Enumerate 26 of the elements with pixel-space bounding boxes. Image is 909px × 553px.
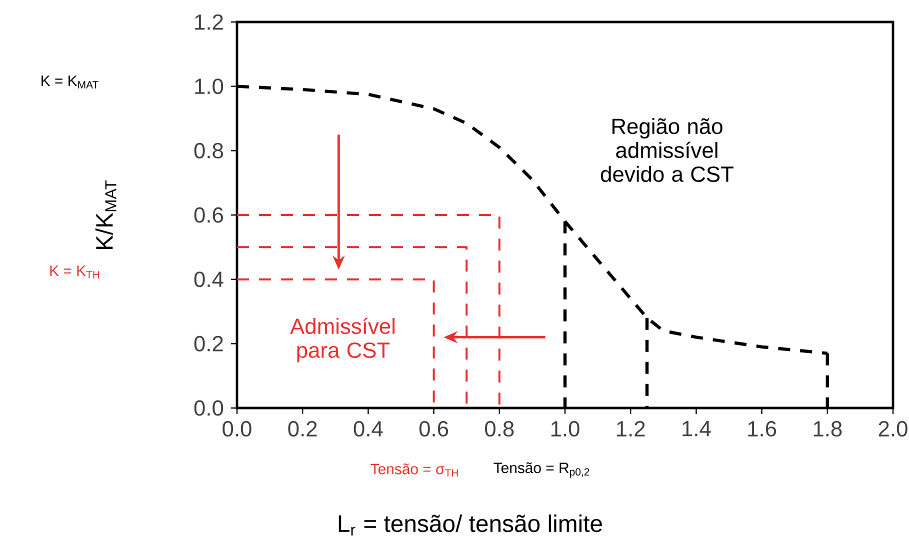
annotation: Admissível para CST <box>290 318 395 362</box>
text: Tensão = σ$_{TH}$ <box>370 463 458 477</box>
x-tick-label: 0.0 <box>222 421 252 437</box>
x-axis-title: L$_{r}$ = tensão/ tensão limite <box>338 514 602 536</box>
x-tick-label: 1.4 <box>682 421 711 436</box>
x-tick-label: 0.4 <box>354 421 383 437</box>
x-tick-label: 1.0 <box>551 421 580 437</box>
y-tick-label: 0.2 <box>194 336 223 352</box>
y-tick-label: 0.6 <box>194 207 223 223</box>
x-tick-label: 0.2 <box>288 421 317 437</box>
x-tick-label: 1.6 <box>748 421 776 437</box>
text: K = K$_{TH}$ <box>50 266 100 278</box>
x-tick-label: 0.6 <box>419 421 448 437</box>
text: Tensão = R$_{p0,2}$ <box>494 462 590 478</box>
x-tick-label: 2.0 <box>878 421 908 437</box>
y-tick-label: 0.4 <box>194 272 224 288</box>
text: K = K$_{MAT}$ <box>42 76 98 88</box>
x-tick-label: 0.8 <box>485 421 514 437</box>
x-tick-label: 1.8 <box>814 421 842 437</box>
y-tick-label: 1.2 <box>195 14 223 30</box>
y-tick-label: 1.0 <box>195 78 224 94</box>
y-tick-label: 0.8 <box>194 142 223 158</box>
y-tick-label: 0.0 <box>194 400 224 416</box>
y-axis-title: K/K$_{MAT}$ <box>95 180 116 250</box>
x-tick-label: 1.2 <box>617 421 645 436</box>
annotation: Região não admissível devido a CST <box>600 118 734 182</box>
